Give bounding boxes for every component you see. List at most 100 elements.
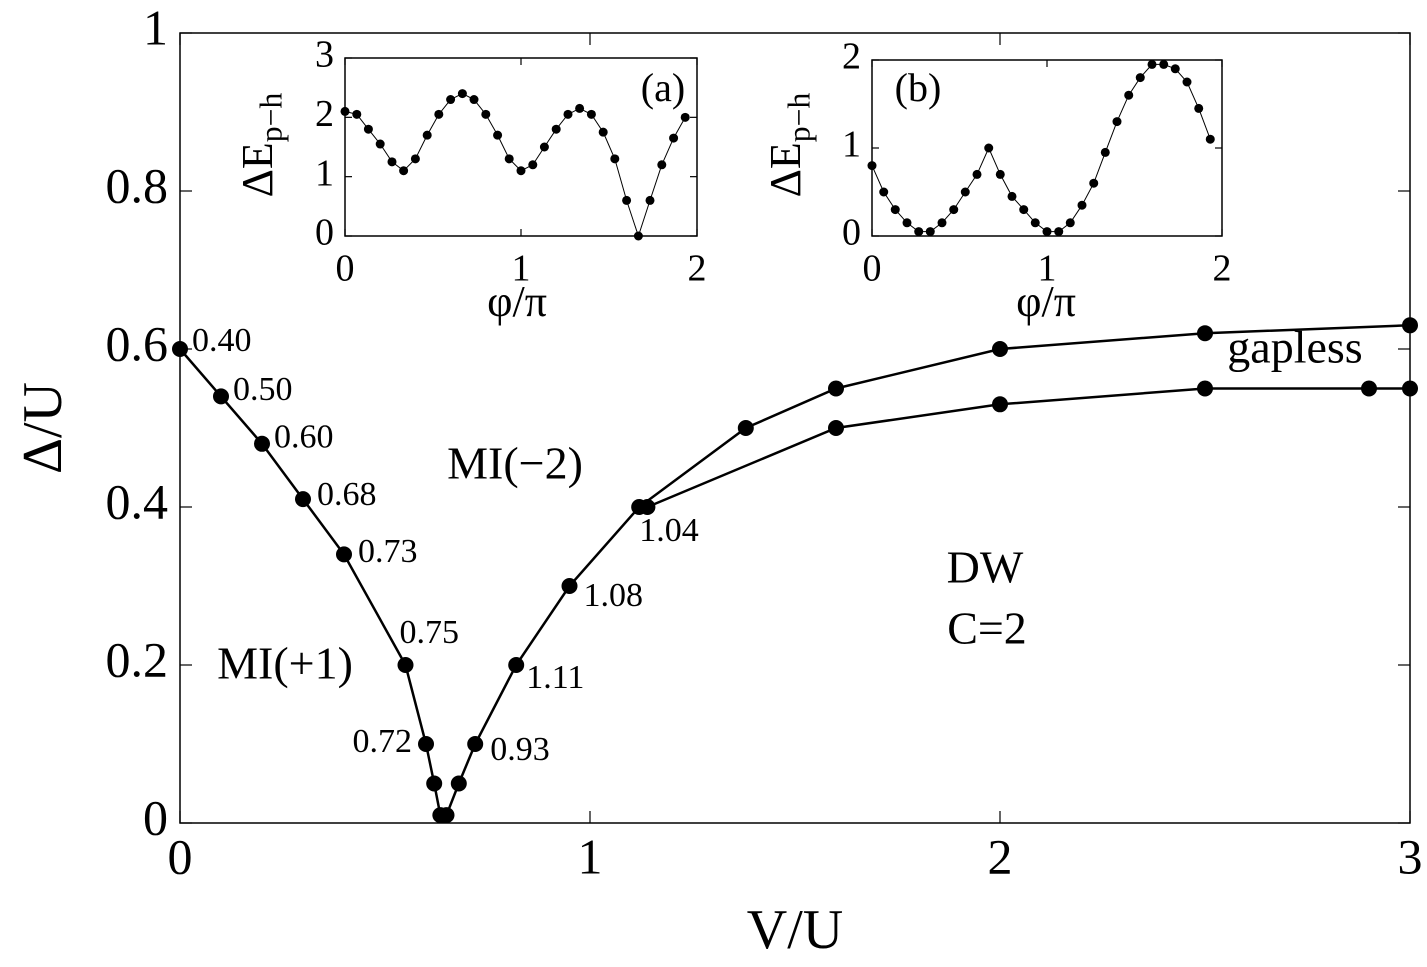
point bbox=[340, 106, 350, 116]
point bbox=[254, 435, 270, 452]
y-axis-label: Δ/U bbox=[12, 382, 74, 474]
y-axis-label-sub: p−h bbox=[782, 92, 817, 142]
region-label: gapless bbox=[1227, 322, 1362, 373]
x-tick-label: 1 bbox=[512, 248, 531, 290]
y-axis-label: ΔEp−h bbox=[233, 92, 288, 197]
point bbox=[410, 154, 420, 164]
region-label: MI(−2) bbox=[447, 438, 583, 489]
point bbox=[1197, 380, 1213, 397]
point bbox=[387, 157, 397, 167]
point bbox=[457, 89, 467, 99]
point bbox=[879, 187, 889, 197]
point bbox=[1194, 103, 1204, 113]
point bbox=[1124, 90, 1134, 100]
y-tick-label: 0 bbox=[315, 212, 334, 254]
point-label: 1.04 bbox=[639, 512, 699, 549]
point bbox=[914, 227, 924, 237]
point bbox=[1159, 59, 1169, 69]
point bbox=[902, 218, 912, 228]
point bbox=[508, 657, 525, 673]
point bbox=[422, 130, 432, 140]
x-tick-label: 2 bbox=[1213, 248, 1232, 290]
y-tick-label: 0.2 bbox=[106, 631, 169, 687]
point bbox=[992, 341, 1008, 357]
point bbox=[467, 736, 484, 752]
series-line bbox=[344, 93, 686, 238]
point bbox=[867, 161, 877, 171]
x-axis-label: φ/π bbox=[487, 277, 547, 326]
point-label: 1.08 bbox=[584, 577, 644, 614]
point bbox=[1182, 77, 1192, 87]
x-tick-label: 0 bbox=[863, 248, 882, 290]
y-tick-label: 0.6 bbox=[106, 315, 169, 371]
point bbox=[481, 109, 491, 119]
point bbox=[1112, 117, 1122, 127]
point bbox=[1170, 64, 1180, 74]
region-label: DW bbox=[947, 542, 1024, 593]
point bbox=[984, 143, 994, 153]
point-label: 1.11 bbox=[526, 659, 584, 696]
point bbox=[1042, 227, 1052, 237]
y-tick-label: 2 bbox=[315, 93, 334, 135]
point bbox=[1054, 227, 1064, 237]
point-label: 0.50 bbox=[233, 371, 293, 408]
point-label: 0.60 bbox=[274, 419, 334, 456]
point-label: 0.75 bbox=[400, 614, 460, 651]
y-tick-label: 3 bbox=[315, 34, 334, 76]
x-tick-label: 0 bbox=[336, 248, 355, 290]
panel-label: (b) bbox=[895, 65, 942, 110]
point bbox=[561, 578, 578, 594]
y-tick-label: 0.8 bbox=[106, 157, 169, 213]
point bbox=[972, 169, 982, 179]
point bbox=[426, 775, 443, 792]
x-tick-label: 1 bbox=[1038, 248, 1057, 290]
point bbox=[446, 95, 456, 105]
point bbox=[828, 380, 844, 397]
point bbox=[397, 657, 414, 673]
point bbox=[172, 341, 188, 357]
point bbox=[586, 109, 596, 119]
point bbox=[995, 169, 1005, 179]
point bbox=[352, 109, 362, 119]
point bbox=[925, 227, 935, 237]
point bbox=[598, 127, 608, 137]
point bbox=[639, 499, 656, 515]
point bbox=[504, 154, 514, 164]
x-axis-label: φ/π bbox=[1016, 277, 1076, 326]
y-tick-label: 2 bbox=[842, 36, 861, 78]
y-axis-label-main: ΔE bbox=[233, 142, 282, 197]
point bbox=[1402, 317, 1418, 334]
region-label: MI(+1) bbox=[217, 638, 353, 689]
x-tick-label: 3 bbox=[1398, 828, 1423, 884]
point-label: 0.93 bbox=[490, 731, 550, 768]
point bbox=[737, 420, 754, 436]
point bbox=[992, 396, 1008, 413]
plot-frame bbox=[179, 32, 1411, 824]
point bbox=[399, 166, 409, 176]
point bbox=[657, 160, 667, 170]
y-axis-label-main: ΔE bbox=[761, 142, 810, 197]
y-axis-label-sub: p−h bbox=[254, 92, 289, 142]
point bbox=[1007, 191, 1017, 201]
point bbox=[1135, 73, 1145, 83]
point bbox=[551, 124, 561, 134]
point bbox=[949, 205, 959, 215]
point bbox=[622, 195, 632, 205]
point bbox=[516, 166, 526, 176]
region-label: C=2 bbox=[947, 603, 1027, 654]
point bbox=[528, 160, 538, 170]
point bbox=[295, 491, 311, 508]
point bbox=[575, 103, 585, 113]
panel-label: (a) bbox=[641, 65, 685, 110]
point bbox=[539, 142, 549, 152]
point bbox=[1197, 325, 1213, 342]
point-label: 0.40 bbox=[192, 322, 252, 359]
point bbox=[1089, 178, 1099, 188]
point bbox=[434, 109, 444, 119]
x-tick-label: 0 bbox=[168, 828, 193, 884]
point-label: 0.68 bbox=[317, 476, 377, 513]
point bbox=[937, 218, 947, 228]
y-tick-label: 1 bbox=[143, 0, 168, 55]
x-axis-label: V/U bbox=[747, 899, 843, 961]
point bbox=[1205, 134, 1215, 144]
